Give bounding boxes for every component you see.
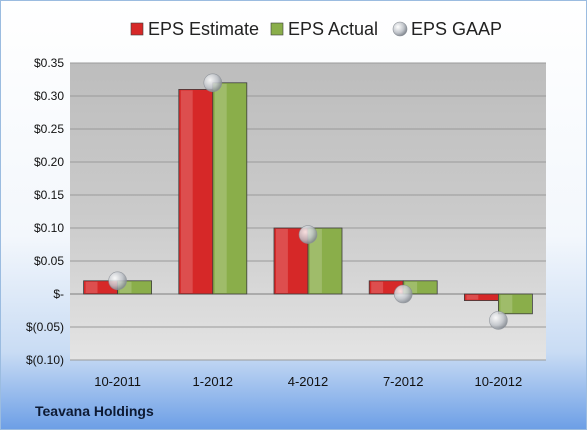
- legend-swatch: [392, 21, 408, 37]
- plot-area: [70, 63, 546, 360]
- legend-label: EPS GAAP: [411, 19, 502, 39]
- marker-eps-gaap-10-2011: [108, 271, 127, 291]
- bar-highlight: [180, 90, 193, 294]
- legend-swatch: [270, 22, 284, 36]
- marker-eps-gaap-10-2012: [489, 311, 508, 330]
- marker-eps-gaap-7-2012: [393, 284, 413, 304]
- x-tick-label: 10-2011: [94, 374, 141, 389]
- y-tick-label: $(0.05): [26, 320, 64, 334]
- bar-highlight: [119, 281, 132, 293]
- y-tick-label: $0.15: [34, 188, 64, 202]
- x-tick-label: 7-2012: [383, 374, 423, 389]
- y-tick-label: $0.10: [34, 221, 64, 235]
- y-axis: $0.35 $0.30 $0.25 $0.20 $0.15 $0.10 $0.05 $- $(0…: [26, 56, 64, 367]
- legend-item-eps-estimate: EPS Estimate: [130, 19, 259, 39]
- y-tick-label: $0.05: [34, 254, 64, 268]
- bar-eps-actual-1-2012: [212, 82, 248, 295]
- y-tick-label: $0.30: [34, 89, 64, 103]
- legend-swatch: [130, 22, 144, 36]
- bar-highlight: [500, 295, 513, 313]
- y-tick-label: $0.25: [34, 122, 64, 136]
- legend-item-eps-gaap: EPS GAAP: [392, 19, 502, 39]
- bar-highlight: [466, 295, 479, 300]
- bar-highlight: [214, 83, 227, 293]
- marker-eps-gaap-1-2012: [203, 73, 223, 93]
- company-name: Teavana Holdings: [35, 403, 154, 419]
- y-tick-label: $0.35: [34, 56, 64, 70]
- bar-highlight: [371, 281, 384, 293]
- legend-item-eps-actual: EPS Actual: [270, 19, 378, 39]
- x-axis: 10-2011 1-2012 4-2012 7-2012 10-2012: [94, 374, 522, 389]
- x-tick-label: 4-2012: [288, 374, 328, 389]
- bar-highlight: [276, 229, 288, 293]
- y-tick-label: $(0.10): [26, 353, 64, 367]
- bar-highlight: [85, 281, 98, 293]
- y-tick-label: $0.20: [34, 155, 64, 169]
- bar-highlight: [405, 281, 418, 293]
- x-tick-label: 1-2012: [193, 374, 233, 389]
- y-tick-label: $-: [53, 287, 64, 301]
- bar-eps-actual-10-2012: [497, 293, 533, 315]
- gaap-markers: [108, 73, 508, 330]
- legend-label: EPS Actual: [288, 19, 378, 39]
- bar-highlight: [310, 229, 322, 293]
- legend: EPS Estimate EPS Actual EPS GAAP: [130, 19, 502, 39]
- marker-eps-gaap-4-2012: [298, 225, 318, 244]
- x-tick-label: 10-2012: [475, 374, 523, 389]
- legend-label: EPS Estimate: [148, 19, 259, 39]
- bar-eps-estimate-1-2012: [178, 89, 214, 295]
